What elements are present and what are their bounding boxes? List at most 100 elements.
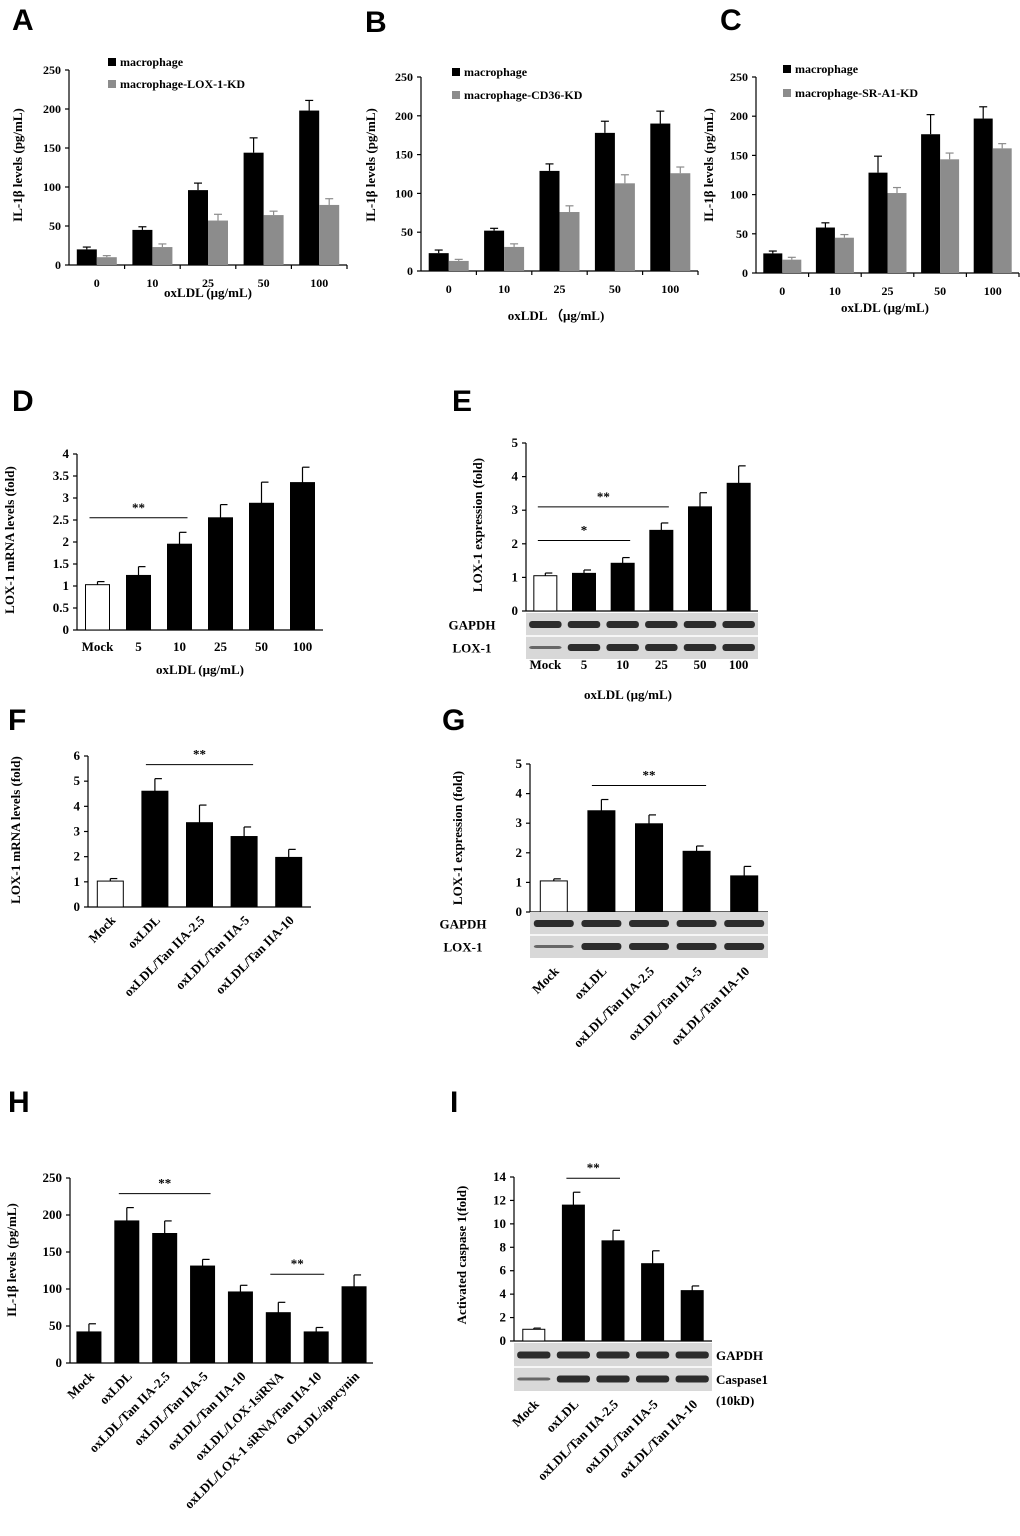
bar <box>670 173 691 271</box>
y-tick-label: 5 <box>512 435 519 450</box>
y-tick-label: 1 <box>512 569 519 584</box>
bar <box>96 880 124 908</box>
blot-band <box>635 1351 670 1359</box>
legend-label: macrophage-CD36-KD <box>464 88 583 102</box>
bar <box>76 1331 102 1364</box>
bar <box>973 118 993 273</box>
significance-label: ** <box>643 768 656 783</box>
x-tick-label: 50 <box>609 282 621 296</box>
x-tick-label: 0 <box>94 276 100 290</box>
bar <box>887 193 907 273</box>
bar <box>650 123 671 271</box>
x-tick-label: 0 <box>779 284 785 298</box>
legend-label: macrophage <box>464 65 528 79</box>
y-tick-label: 1 <box>63 578 70 593</box>
bar <box>610 562 635 612</box>
y-tick-label: 3.5 <box>53 468 70 483</box>
bar <box>132 229 153 265</box>
y-tick-label: 10 <box>493 1216 506 1231</box>
bar <box>587 810 616 913</box>
x-axis-label: oxLDL (μg/mL) <box>164 285 252 300</box>
y-tick-label: 6 <box>500 1263 507 1278</box>
bar <box>299 110 320 265</box>
x-tick-label: 5 <box>581 657 588 672</box>
blot-band <box>724 920 765 927</box>
x-tick-label: 25 <box>214 639 228 654</box>
y-tick-label: 4 <box>516 786 523 801</box>
x-tick-label: 0 <box>446 282 452 296</box>
legend-swatch <box>452 68 460 76</box>
y-tick-label: 50 <box>736 227 748 241</box>
blot-band <box>676 920 717 927</box>
y-tick-label: 200 <box>43 102 61 116</box>
bar <box>290 482 315 631</box>
x-tick-label: 100 <box>661 282 679 296</box>
x-tick-label: 100 <box>293 639 313 654</box>
y-tick-label: 200 <box>395 109 413 123</box>
y-tick-label: 2.5 <box>53 512 70 527</box>
y-tick-label: 4 <box>512 469 519 484</box>
significance-label: * <box>581 522 588 537</box>
bar <box>763 253 783 273</box>
y-tick-label: 8 <box>500 1239 507 1254</box>
y-tick-label: 250 <box>43 1170 63 1185</box>
bar <box>448 260 469 271</box>
y-tick-label: 2 <box>512 536 519 551</box>
blot-label: GAPDH <box>449 618 496 633</box>
bar <box>265 1312 291 1364</box>
bar <box>539 880 568 913</box>
y-tick-label: 0 <box>742 266 748 280</box>
y-tick-label: 4 <box>74 798 81 813</box>
y-tick-label: 1 <box>516 874 523 889</box>
blot-label: LOX-1 <box>453 641 492 656</box>
x-axis-label: oxLDL （μg/mL) <box>508 308 605 323</box>
y-tick-label: 0 <box>74 899 81 914</box>
x-tick-label: 5 <box>135 639 142 654</box>
x-tick-label: 10 <box>829 284 841 298</box>
blot-band <box>581 920 622 927</box>
x-axis-label: oxLDL (μg/mL) <box>584 687 672 702</box>
bar <box>243 152 264 265</box>
y-tick-label: 200 <box>730 109 748 123</box>
bar <box>190 1265 216 1364</box>
bar <box>649 529 674 612</box>
legend-swatch <box>452 91 460 99</box>
bar <box>635 823 663 913</box>
bar <box>167 543 192 631</box>
bar <box>680 1290 704 1342</box>
x-tick-label: 25 <box>882 284 894 298</box>
y-tick-label: 4 <box>500 1286 507 1301</box>
y-tick-label: 2 <box>63 534 70 549</box>
bar <box>572 572 596 612</box>
x-tick-label: 50 <box>694 657 707 672</box>
blot-band <box>533 920 574 927</box>
y-axis-label: Activated caspase 1(fold) <box>454 1186 469 1325</box>
y-tick-label: 1.5 <box>53 556 70 571</box>
bar <box>614 183 635 271</box>
bar <box>186 822 213 908</box>
x-tick-label: Mock <box>82 639 115 654</box>
bar <box>188 190 208 265</box>
y-axis-label: LOX-1 mRNA levels (fold) <box>2 466 17 614</box>
bar <box>539 170 560 271</box>
legend-swatch <box>108 58 116 66</box>
blot-band <box>596 1375 630 1383</box>
y-tick-label: 150 <box>395 148 413 162</box>
blot-label: GAPDH <box>440 917 487 932</box>
blot-band <box>517 1351 551 1359</box>
bar <box>726 482 751 612</box>
y-tick-label: 4 <box>63 446 70 461</box>
blot-label: LOX-1 <box>444 940 483 955</box>
blot-band <box>676 943 717 950</box>
blot-band <box>533 945 574 948</box>
x-axis-label: oxLDL (μg/mL) <box>156 662 244 677</box>
bar <box>921 134 941 273</box>
bar <box>341 1286 367 1364</box>
y-tick-label: 0.5 <box>53 600 70 615</box>
blot-band <box>596 1351 630 1359</box>
y-axis-label: IL-1β levels (pg/mL) <box>4 1203 19 1317</box>
blot-band <box>722 644 755 651</box>
bar <box>834 237 854 273</box>
